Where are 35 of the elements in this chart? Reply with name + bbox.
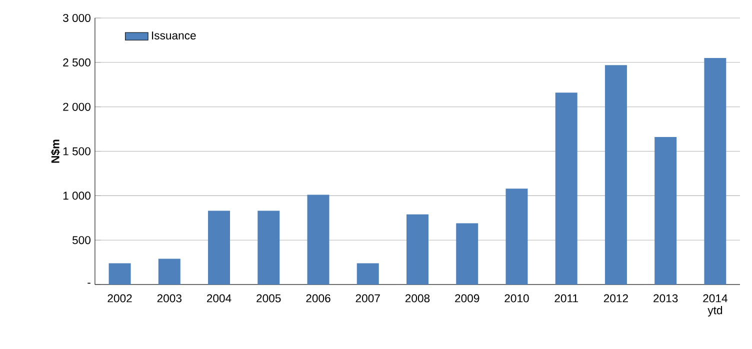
x-tick-label: 2014 ytd	[703, 294, 728, 317]
x-tick-label: 2009	[455, 294, 480, 303]
bar	[604, 65, 627, 285]
y-tick-label: 500	[72, 236, 90, 244]
y-tick-label: 3 000	[63, 14, 90, 22]
bar	[506, 188, 528, 285]
bar	[654, 137, 677, 285]
x-tick-label: 2007	[356, 294, 380, 303]
y-tick-label: 1 000	[63, 192, 90, 200]
x-tick-label: 2008	[405, 294, 430, 303]
bar	[158, 259, 180, 285]
bar	[258, 211, 280, 285]
y-tick-label: 2 500	[63, 58, 90, 67]
y-tick-label: -	[88, 283, 90, 284]
legend-label: Issuance	[152, 32, 196, 40]
x-tick-label: 2010	[504, 294, 529, 303]
x-tick-label: 2012	[604, 294, 628, 303]
x-tick-label: 2002	[108, 294, 132, 303]
bar	[555, 92, 578, 285]
bar	[307, 195, 330, 285]
bar	[356, 263, 379, 285]
x-tick-label: 2011	[554, 294, 578, 303]
y-tick-label: 2 000	[63, 103, 90, 112]
x-tick-label: 2013	[654, 294, 678, 303]
bar	[704, 58, 726, 285]
x-tick-label: 2005	[256, 294, 281, 303]
bar	[406, 214, 428, 285]
bar	[456, 223, 478, 285]
x-tick-label: 2004	[206, 294, 232, 303]
x-tick-label: 2006	[306, 294, 330, 303]
y-tick-label: 1 500	[63, 148, 90, 156]
x-tick-label: 2003	[157, 294, 182, 303]
bar	[208, 211, 230, 285]
bar	[108, 263, 131, 285]
y-axis-title: N$m	[50, 140, 60, 164]
